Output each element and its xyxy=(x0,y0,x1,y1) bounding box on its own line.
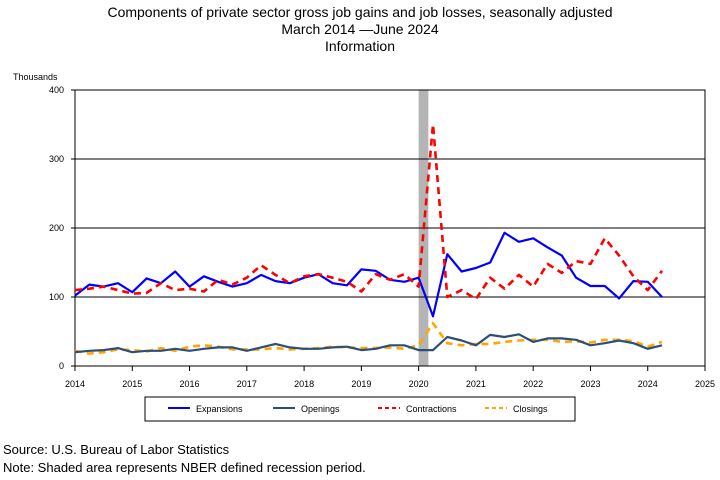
series-line-expansions xyxy=(74,231,663,318)
legend-label-closings: Closings xyxy=(513,404,548,414)
x-tick-label: 2014 xyxy=(65,379,85,389)
chart-industry: Information xyxy=(324,38,396,54)
x-tick-label: 2017 xyxy=(237,379,257,389)
legend-label-expansions: Expansions xyxy=(196,404,243,414)
chart-date-range: March 2014 —June 2024 xyxy=(281,21,439,37)
x-tick-label: 2025 xyxy=(695,379,715,389)
x-tick-label: 2024 xyxy=(638,379,658,389)
recession-note: Note: Shaded area represents NBER define… xyxy=(3,460,366,475)
series-line-openings xyxy=(74,333,663,354)
x-tick-label: 2021 xyxy=(466,379,486,389)
y-tick-label: 200 xyxy=(49,223,64,233)
legend-label-contractions: Contractions xyxy=(406,404,457,414)
y-tick-label: 300 xyxy=(49,154,64,164)
x-tick-label: 2020 xyxy=(409,379,429,389)
y-axis-unit-label: Thousands xyxy=(13,72,58,82)
x-tick-label: 2019 xyxy=(351,379,371,389)
legend-label-openings: Openings xyxy=(301,404,340,414)
legend-box xyxy=(144,396,576,422)
x-tick-label: 2022 xyxy=(523,379,543,389)
series-line-closings xyxy=(74,321,663,355)
source-note: Source: U.S. Bureau of Labor Statistics xyxy=(3,442,230,457)
chart-title: Components of private sector gross job g… xyxy=(107,4,613,20)
y-tick-label: 0 xyxy=(59,361,64,371)
x-tick-label: 2015 xyxy=(122,379,142,389)
plot-frame xyxy=(74,89,706,367)
x-tick-label: 2016 xyxy=(180,379,200,389)
y-tick-label: 100 xyxy=(49,292,64,302)
series-line-contractions xyxy=(74,123,664,301)
x-tick-label: 2018 xyxy=(294,379,314,389)
chart-title-block: Components of private sector gross job g… xyxy=(0,4,720,55)
y-tick-label: 400 xyxy=(49,85,64,95)
x-tick-label: 2023 xyxy=(580,379,600,389)
